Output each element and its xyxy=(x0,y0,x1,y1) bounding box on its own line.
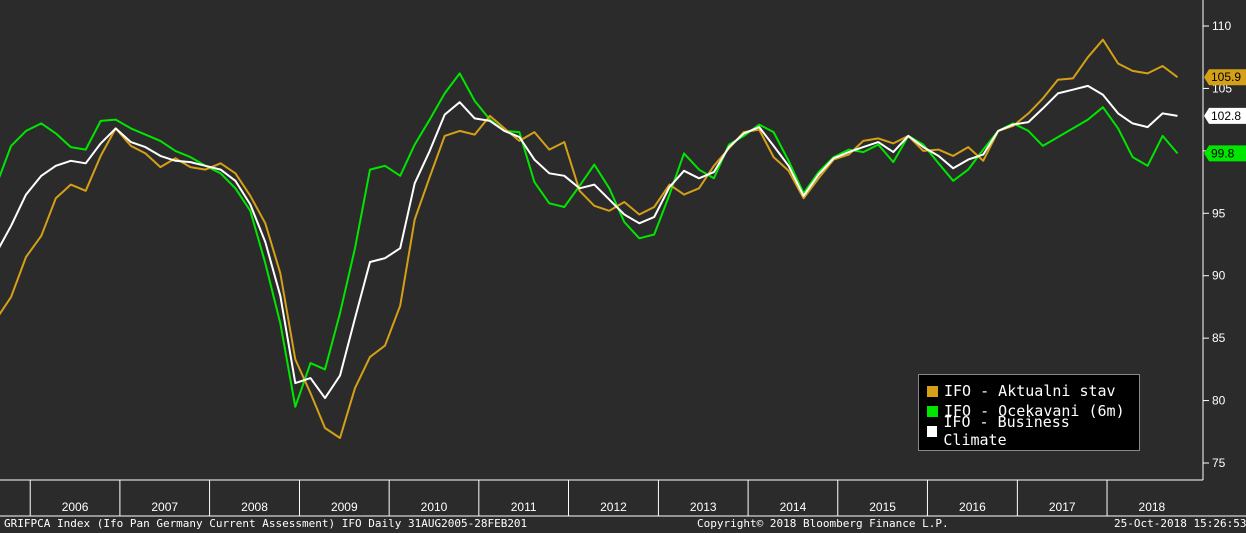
series-line-0 xyxy=(0,38,1179,439)
x-year-label: 2015 xyxy=(869,500,896,514)
legend-item-business-climate: IFO - Business Climate xyxy=(927,413,1131,449)
legend-swatch-business-climate xyxy=(927,425,938,437)
series-line-2 xyxy=(0,84,1178,400)
x-year-label: 2006 xyxy=(62,500,89,514)
last-value-tag-2 xyxy=(1204,107,1246,124)
legend-swatch-aktualni xyxy=(927,385,938,397)
x-year-label: 2017 xyxy=(1049,500,1076,514)
x-year-label: 2008 xyxy=(241,500,268,514)
y-tick-label: 90 xyxy=(1212,269,1226,283)
x-year-label: 2007 xyxy=(151,500,178,514)
last-value-tag-0 xyxy=(1204,69,1246,86)
y-tick-label: 75 xyxy=(1212,456,1226,470)
last-value-label-2: 102.8 xyxy=(1204,107,1246,124)
x-year-label: 2018 xyxy=(1139,500,1166,514)
last-value-text-0: 105.9 xyxy=(1211,70,1241,84)
legend-item-ocekavani: IFO - Ocekavani (6m) xyxy=(927,401,1131,421)
series-lines xyxy=(0,38,1179,439)
footer-timestamp: 25-Oct-2018 15:26:53 xyxy=(1114,517,1246,530)
footer-source: GRIFPCA Index (Ifo Pan Germany Current A… xyxy=(4,517,528,530)
y-tick-label: 95 xyxy=(1212,206,1226,220)
x-year-label: 2013 xyxy=(690,500,717,514)
legend: IFO - Aktualni stav IFO - Ocekavani (6m)… xyxy=(918,374,1140,451)
x-axis: 2006 2007 2008 2009 2010 2011 2012 2013 2014 2015… xyxy=(0,479,1246,517)
x-year-label: 2016 xyxy=(959,500,986,514)
last-value-text-1: 99.8 xyxy=(1211,146,1235,160)
last-value-label-0: 105.9 xyxy=(1204,69,1246,86)
footer-copyright: Copyright© 2018 Bloomberg Finance L.P. xyxy=(697,517,949,530)
last-value-labels: 105.9 99.8 102.8 xyxy=(1204,69,1246,162)
x-year-label: 2009 xyxy=(331,500,358,514)
legend-label-business-climate: IFO - Business Climate xyxy=(943,413,1070,449)
x-year-label: 2014 xyxy=(780,500,807,514)
legend-item-aktualni: IFO - Aktualni stav xyxy=(927,381,1131,401)
last-value-text-2: 102.8 xyxy=(1211,109,1241,123)
x-year-label: 2011 xyxy=(511,500,537,514)
y-tick-label: 85 xyxy=(1212,331,1226,345)
y-tick-label: 80 xyxy=(1212,394,1226,408)
y-tick-label: 110 xyxy=(1212,19,1231,33)
series-line-1 xyxy=(0,72,1179,408)
legend-label-ocekavani: IFO - Ocekavani (6m) xyxy=(944,402,1125,420)
x-year-label: 2012 xyxy=(600,500,627,514)
last-value-tag-1 xyxy=(1204,145,1246,162)
legend-label-aktualni: IFO - Aktualni stav xyxy=(944,382,1116,400)
legend-swatch-ocekavani xyxy=(927,405,938,417)
last-value-label-1: 99.8 xyxy=(1204,145,1246,162)
x-year-label: 2010 xyxy=(421,500,448,514)
